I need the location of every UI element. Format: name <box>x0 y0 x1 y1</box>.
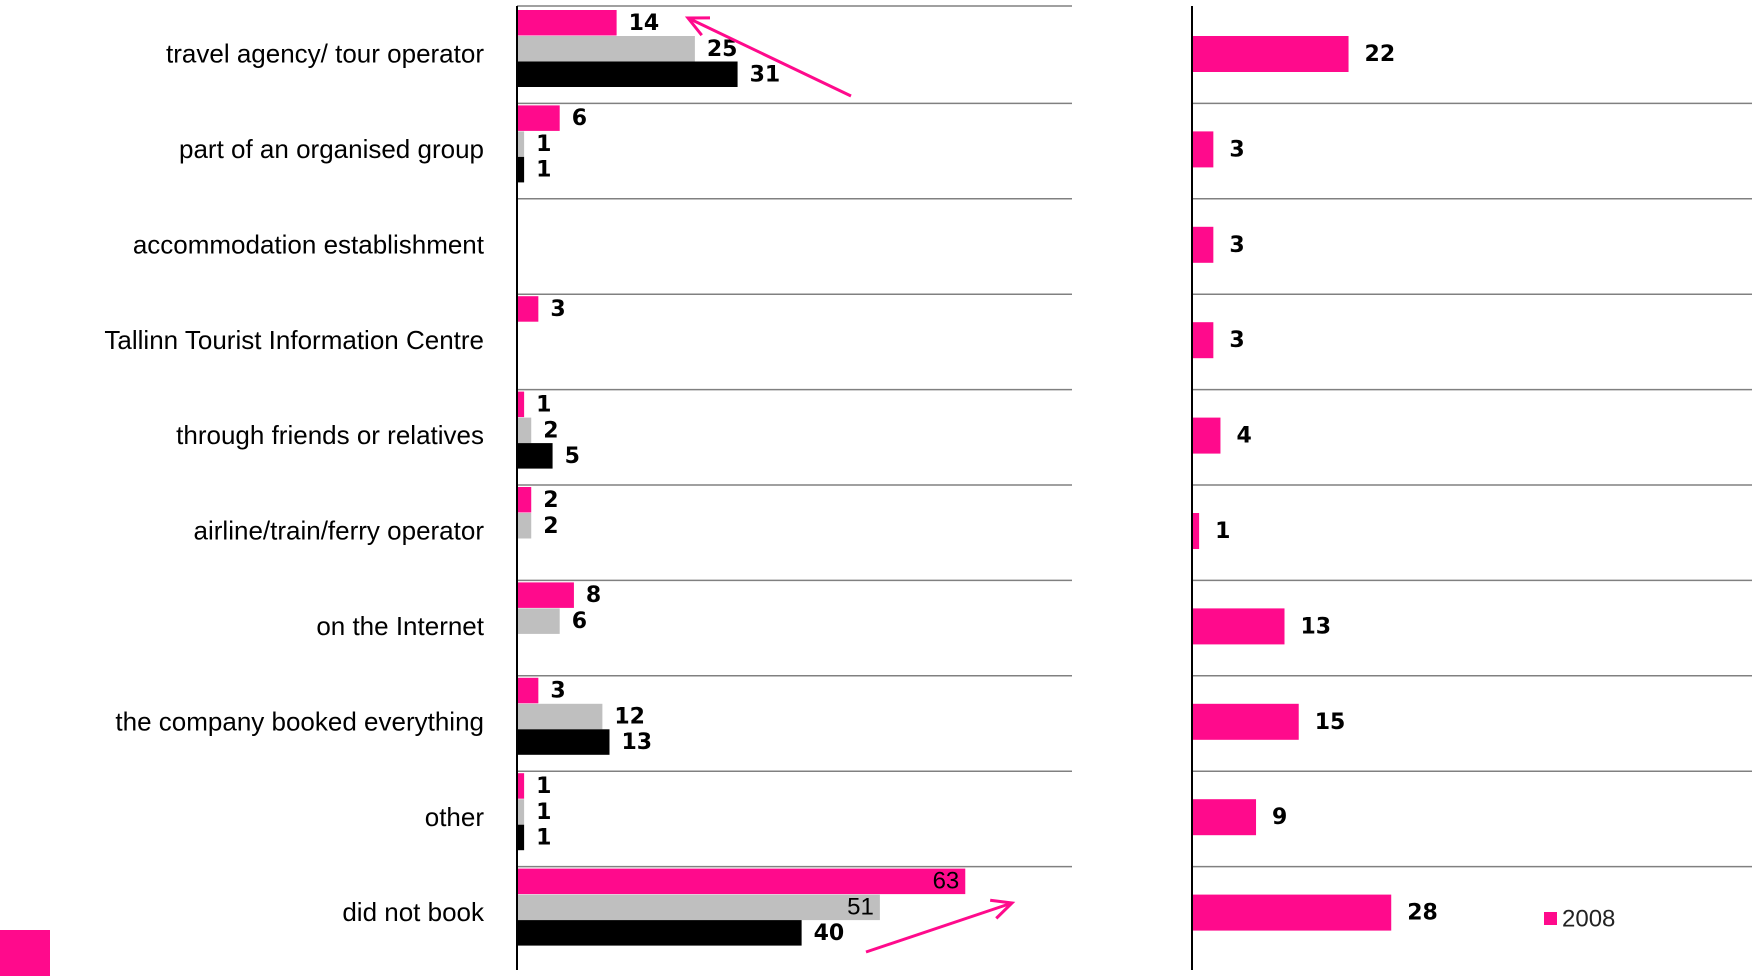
bar-series-1-tallinn-tourist-information-centre <box>517 296 539 322</box>
data-label: 1 <box>536 158 551 183</box>
data-label: 4 <box>1236 424 1251 449</box>
data-label: 1 <box>536 132 551 157</box>
data-label: 31 <box>750 62 781 87</box>
data-label: 25 <box>707 37 738 62</box>
data-label: 1 <box>1215 519 1230 544</box>
bar-series-2-travel-agency-tour-operator <box>517 36 695 62</box>
bar-series-1-did-not-book <box>517 868 966 895</box>
bar-2008-accommodation-establishment <box>1192 226 1214 263</box>
data-label: 13 <box>1301 614 1332 639</box>
bar-2008-part-of-an-organised-group <box>1192 131 1214 168</box>
data-label: 2 <box>543 418 558 443</box>
legend: 2008 <box>1544 905 1615 932</box>
bar-2008-did-not-book <box>1192 894 1392 931</box>
bar-series-1-on-the-internet <box>517 582 574 608</box>
data-label: 2 <box>543 488 558 513</box>
bar-series-2-airline-train-ferry-operator <box>517 513 532 539</box>
data-label: 63 <box>933 868 960 895</box>
data-label: 12 <box>614 705 645 730</box>
category-label-airline-train-ferry-operator: airline/train/ferry operator <box>194 516 485 546</box>
data-label: 6 <box>572 106 587 131</box>
data-label: 2 <box>543 514 558 539</box>
data-label: 9 <box>1272 805 1287 830</box>
data-label: 15 <box>1315 710 1346 735</box>
bar-series-2-part-of-an-organised-group <box>517 131 525 157</box>
legend-swatch <box>1544 912 1557 925</box>
data-label: 40 <box>814 921 845 946</box>
bar-series-3-part-of-an-organised-group <box>517 156 525 183</box>
data-label: 28 <box>1407 901 1438 926</box>
category-label-the-company-booked-everything: the company booked everything <box>115 706 484 736</box>
data-label: 1 <box>536 774 551 799</box>
data-label: 3 <box>1229 233 1244 258</box>
bar-series-3-travel-agency-tour-operator <box>517 61 738 87</box>
bar-series-1-airline-train-ferry-operator <box>517 487 532 513</box>
bar-series-2-through-friends-or-relatives <box>517 417 532 444</box>
data-label: 1 <box>536 825 551 850</box>
data-label: 3 <box>1229 328 1244 353</box>
category-label-travel-agency-tour-operator: travel agency/ tour operator <box>166 39 484 69</box>
bar-series-3-did-not-book <box>517 920 802 946</box>
arrow-up-icon <box>684 16 852 98</box>
data-label: 13 <box>622 730 653 755</box>
bar-series-1-the-company-booked-everything <box>517 677 539 704</box>
bar-2008-the-company-booked-everything <box>1192 703 1299 740</box>
bar-series-3-the-company-booked-everything <box>517 729 610 755</box>
left-bar-chart: travel agency/ tour operator part of an o… <box>104 5 1072 970</box>
right-bar-chart: 22 3 3 3 4 1 13 15 9 28 <box>1191 6 1752 970</box>
arrow-up-icon <box>865 898 1016 954</box>
data-label: 3 <box>550 297 565 322</box>
trend-arrows <box>684 16 1016 954</box>
data-label: 3 <box>550 679 565 704</box>
data-label: 3 <box>1229 137 1244 162</box>
category-label-other: other <box>425 802 485 832</box>
bar-2008-tallinn-tourist-information-centre <box>1192 322 1214 359</box>
bar-2008-on-the-internet <box>1192 608 1285 645</box>
category-label-accommodation-establishment: accommodation establishment <box>133 229 485 259</box>
bar-series-2-on-the-internet <box>517 608 560 634</box>
bar-series-1-other <box>517 773 525 799</box>
data-label: 1 <box>536 800 551 825</box>
bar-2008-other <box>1192 799 1257 836</box>
bar-series-3-through-friends-or-relatives <box>517 443 553 469</box>
bar-2008-travel-agency-tour-operator <box>1192 36 1349 72</box>
bar-2008-airline-train-ferry-operator <box>1192 513 1200 549</box>
bar-series-2-the-company-booked-everything <box>517 703 603 730</box>
legend-label-2008: 2008 <box>1562 905 1615 932</box>
bar-series-3-other <box>517 824 525 851</box>
data-label: 8 <box>586 583 601 608</box>
category-label-on-the-internet: on the Internet <box>316 611 484 641</box>
category-label-part-of-an-organised-group: part of an organised group <box>179 134 484 164</box>
bar-2008-through-friends-or-relatives <box>1192 417 1221 454</box>
data-label: 5 <box>565 444 580 469</box>
bar-series-1-part-of-an-organised-group <box>517 105 560 131</box>
data-label: 14 <box>629 11 660 36</box>
category-label-tallinn-tourist-information-centre: Tallinn Tourist Information Centre <box>104 325 484 355</box>
data-label: 1 <box>536 392 551 417</box>
category-label-through-friends-or-relatives: through friends or relatives <box>176 420 484 450</box>
bar-series-2-other <box>517 799 525 825</box>
bar-series-1-through-friends-or-relatives <box>517 391 525 418</box>
category-label-did-not-book: did not book <box>342 897 485 927</box>
data-label: 51 <box>847 894 874 921</box>
brand-logo <box>0 930 50 976</box>
data-label: 6 <box>572 609 587 634</box>
bar-series-1-travel-agency-tour-operator <box>517 10 617 36</box>
data-label: 22 <box>1365 42 1396 67</box>
bar-series-2-did-not-book <box>517 894 880 921</box>
